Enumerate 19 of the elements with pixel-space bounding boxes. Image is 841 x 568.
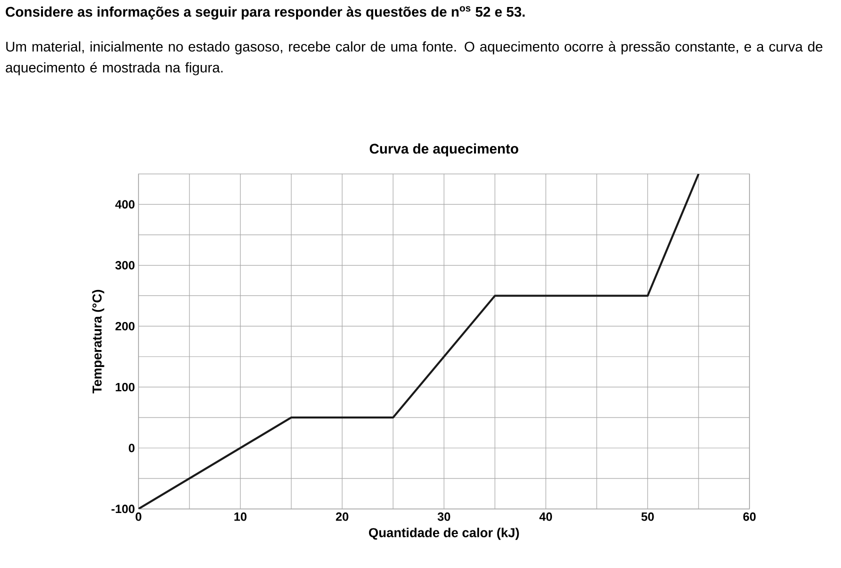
y-tick-label: 0 [128, 444, 134, 452]
y-axis-title: Temperatura (°C) [92, 290, 104, 394]
x-tick-label: 50 [641, 512, 654, 521]
text: Considere as informações a seguir para responder às questões de n$^{os}$ 52 e 53. [6, 6, 525, 20]
y-tick-label: 100 [116, 382, 134, 392]
x-tick-label: 60 [743, 512, 756, 521]
x-tick-label: 10 [234, 512, 246, 521]
text: Um material, inicialmente no estado gasoso, recebe calor de uma fonte. O aquecimento ocorre à pressão constante, e a curva de aquecimento é mostrada na figura. [6, 41, 822, 76]
y-tick-label: 400 [115, 200, 134, 209]
x-tick-label: 30 [438, 512, 450, 521]
x-tick-label: 20 [336, 512, 348, 521]
line-series [138, 174, 700, 509]
y-tick-label: -100 [112, 504, 134, 514]
x-tick-label: 0 [136, 512, 142, 521]
y-tick-label: 300 [115, 261, 134, 270]
y-tick-label: 200 [115, 322, 134, 330]
chart-title: Curva de aquecimento [370, 143, 518, 156]
x-axis-title: Quantidade de calor (kJ) [368, 528, 519, 540]
x-tick-label: 40 [539, 512, 552, 521]
